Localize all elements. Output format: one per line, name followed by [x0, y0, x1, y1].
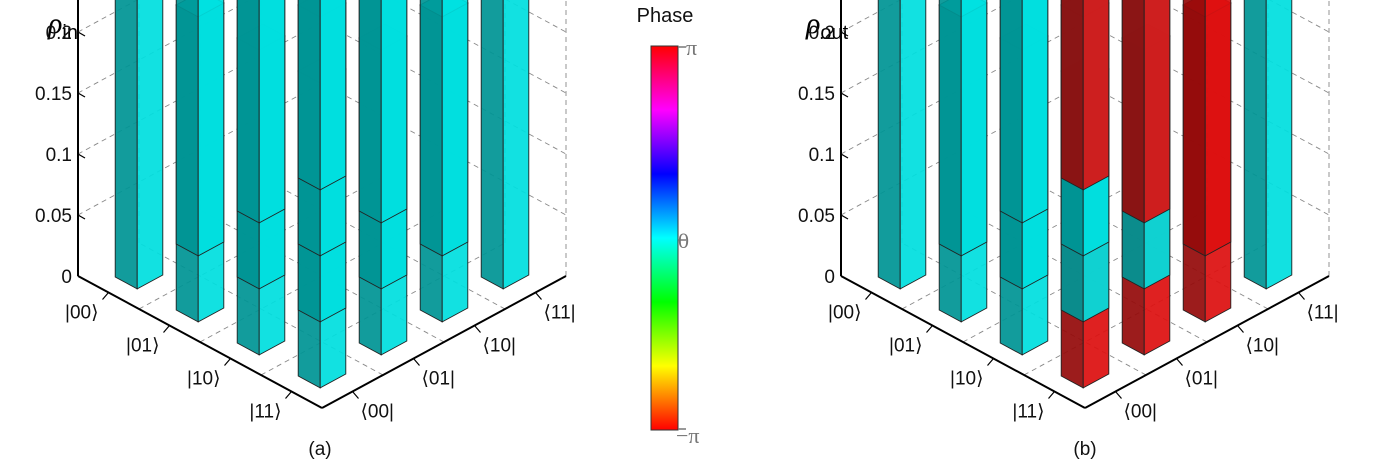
bar [114, 0, 164, 290]
z-axis: 00.050.10.150.20.25 [35, 0, 86, 288]
bar [297, 0, 347, 191]
column-label: ⟨00| [361, 402, 394, 423]
z-tick-label: 0.2 [46, 23, 72, 44]
z-tick-label: 0.15 [35, 84, 72, 105]
bar [1060, 0, 1110, 191]
bar [938, 0, 988, 257]
row-axis [77, 275, 323, 409]
z-tick-label: 0.05 [798, 206, 835, 227]
colorbar-frame [650, 45, 679, 431]
column-tick [352, 391, 359, 399]
column-tick [1237, 325, 1244, 333]
row-label: |00⟩ [65, 303, 98, 324]
z-tick-label: 0.2 [809, 23, 835, 44]
column-tick [413, 358, 420, 366]
row-tick [163, 325, 170, 333]
row-tick [285, 391, 292, 399]
colorbar-bottom-label: −π [676, 423, 700, 448]
row-label: |11⟩ [249, 402, 281, 423]
row-tick [865, 292, 872, 300]
column-label: ⟨10| [483, 336, 516, 357]
bar [1182, 0, 1232, 257]
row-tick [1048, 391, 1055, 399]
bar [877, 0, 927, 290]
z-tick-label: 0 [824, 267, 835, 288]
column-tick [1115, 391, 1122, 399]
panel-a-rho-in: ρin(a)00.050.10.150.20.25|00⟩|01⟩|10⟩|11… [35, 0, 576, 460]
row-tick [987, 358, 994, 366]
panel-caption: (a) [308, 439, 331, 460]
panel-b-rho-out: ρout(b)00.050.10.150.20.25|00⟩|01⟩|10⟩|1… [798, 0, 1339, 460]
bar [1243, 0, 1293, 290]
column-axis [321, 275, 567, 409]
bar [999, 0, 1049, 224]
bar [419, 0, 469, 257]
colorbar-gradient [651, 46, 678, 430]
z-tick-label: 0.15 [798, 84, 835, 105]
column-label: ⟨01| [422, 369, 455, 390]
bar [480, 0, 530, 290]
column-label: ⟨01| [1185, 369, 1218, 390]
row-tick [926, 325, 933, 333]
column-tick [1298, 292, 1305, 300]
column-tick [1176, 358, 1183, 366]
z-axis: 00.050.10.150.20.25 [798, 0, 849, 288]
column-label: ⟨00| [1124, 402, 1157, 423]
row-label: |11⟩ [1012, 402, 1044, 423]
bar [175, 0, 225, 257]
row-label: |01⟩ [889, 336, 922, 357]
column-label: ⟨11| [544, 303, 576, 324]
row-label: |01⟩ [126, 336, 159, 357]
row-tick [102, 292, 109, 300]
row-tick [224, 358, 231, 366]
colorbar-middle-label: 0 [678, 228, 689, 253]
colorbar-label: Phase [637, 5, 694, 27]
panel-caption: (b) [1073, 439, 1096, 460]
row-label: |10⟩ [950, 369, 983, 390]
z-tick-label: 0.05 [35, 206, 72, 227]
z-tick-label: 0.1 [809, 145, 835, 166]
column-tick [474, 325, 481, 333]
colorbar-top-label: π [686, 35, 697, 60]
bar [358, 0, 408, 224]
z-tick-label: 0.1 [46, 145, 72, 166]
column-axis [1084, 275, 1330, 409]
z-tick-label: 0 [61, 267, 72, 288]
bars [114, 0, 530, 389]
bar [1121, 0, 1171, 224]
bars [877, 0, 1293, 389]
row-axis [840, 275, 1086, 409]
row-label: |00⟩ [828, 303, 861, 324]
bar [236, 0, 286, 224]
column-tick [535, 292, 542, 300]
phase-colorbar: Phase π 0 −π [637, 5, 700, 448]
column-label: ⟨11| [1307, 303, 1339, 324]
column-label: ⟨10| [1246, 336, 1279, 357]
row-label: |10⟩ [187, 369, 220, 390]
